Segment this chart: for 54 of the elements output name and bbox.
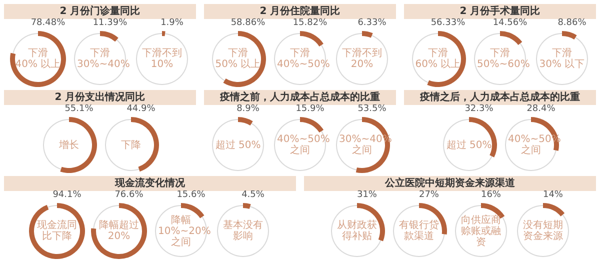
data-label: 6.33% [356,18,388,29]
category-label: 下滑 50% 以上 [215,48,261,70]
category-label: 下滑 40% 以上 [15,48,61,70]
data-label: 44.9% [126,104,156,115]
data-label: 15.9% [294,104,326,115]
data-label: 4.5% [240,190,266,201]
category-label: 下滑 30% 以下 [539,48,585,70]
category-label: 基本没有影响 [222,220,264,242]
data-label: 78.48% [30,18,66,29]
category-label: 超过 50% [446,140,492,150]
category-label: 下滑不到 10% [141,48,183,70]
data-label: 32.3% [464,104,494,115]
data-label: 15.82% [292,18,328,29]
data-label: 94.1% [52,190,82,201]
data-label: 76.6% [114,190,144,201]
text: 现金流变化情况 [4,176,296,191]
data-label: 11.39% [92,18,128,29]
data-label: 27% [418,190,440,201]
category-label: 下滑 30%~40% [77,48,130,70]
data-label: 14% [542,190,564,201]
category-label: 现金流同比下降 [36,220,78,242]
category-label: 下滑 50%~60% [477,48,530,70]
category-label: 超过 50% [215,140,261,150]
text: 公立医院中短期资金来源渠道 [304,176,596,191]
data-label: 15.6% [176,190,206,201]
data-label: 14.56% [492,18,528,29]
text: 2 月份住院量同比 [204,4,396,19]
data-label: 8.86% [556,18,588,29]
category-label: 降幅 10%~20% 之间 [158,214,211,248]
data-label: 8.9% [236,104,260,115]
data-label: 53.5% [356,104,388,115]
category-label: 增长 [59,140,79,150]
category-label: 下滑 40%~50% [277,48,330,70]
category-label: 40%~50% 之间 [277,134,330,156]
category-label: 下滑 60% 以上 [415,48,461,70]
category-label: 从财政获得补贴 [336,220,378,242]
text: 2 月份门诊量同比 [4,4,196,19]
data-label: 31% [356,190,378,201]
text: 疫情之后，人力成本占总成本的比重 [404,90,596,105]
data-label: 55.1% [64,104,94,115]
data-label: 1.9% [160,18,184,29]
text: 2 月份支出情况同比 [4,90,196,105]
data-label: 16% [480,190,502,201]
category-label: 下滑不到 20% [341,48,383,70]
data-label: 28.4% [526,104,556,115]
category-label: 下降 [121,140,141,150]
data-label: 58.86% [230,18,266,29]
category-label: 有银行贷款渠道 [398,220,440,242]
category-label: 没有短期资金来源 [522,220,564,242]
category-label: 降幅超过 20% [98,220,140,242]
data-label: 56.33% [430,18,466,29]
text: 2 月份手术量同比 [404,4,596,19]
category-label: 向供应商赊账或融资 [460,214,502,248]
text: 疫情之前，人力成本占总成本的比重 [204,90,396,105]
